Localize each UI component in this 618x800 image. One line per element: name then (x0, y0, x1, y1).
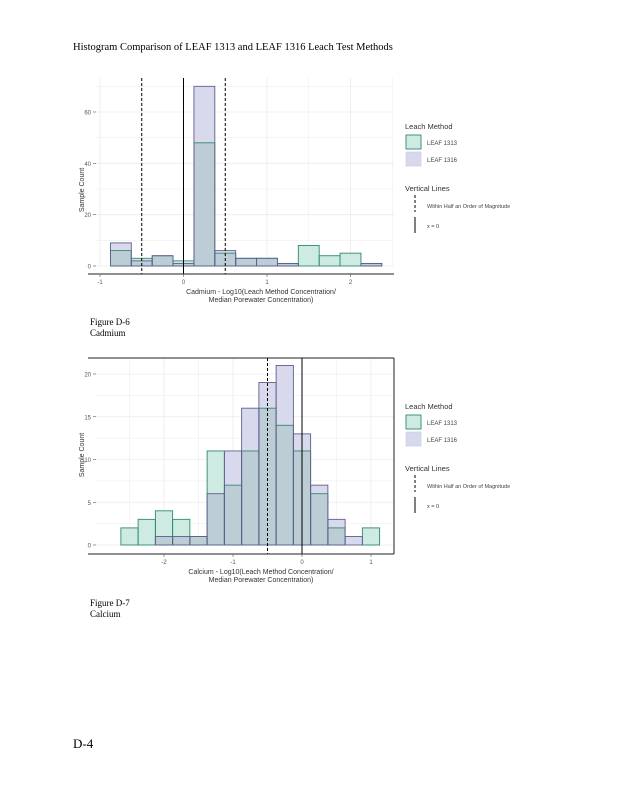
legend-swatch-leaf1313 (405, 134, 422, 150)
figure-subject: Calcium (90, 609, 121, 619)
y-tick-label: 40 (84, 162, 91, 168)
x-tick-label: 2 (349, 280, 353, 286)
bar-overlap (258, 408, 277, 545)
x-axis-title: Calcium - Log10(Leach Method Concentrati… (188, 569, 333, 576)
legend-swatch-leaf1313 (405, 414, 422, 430)
bar-outline-leaf1316 (344, 536, 363, 546)
legend-label-x-zero: x = 0 (427, 224, 439, 230)
y-axis-title: Sample Count (79, 168, 86, 212)
legend-label-leaf1316: LEAF 1316 (427, 158, 458, 164)
page-number: D-4 (73, 736, 94, 751)
bar-overlap (360, 263, 382, 266)
x-tick-label: 0 (300, 560, 304, 566)
bar-leaf1316 (310, 485, 328, 494)
bar-overlap (193, 142, 215, 266)
figure-caption-d6: Figure D-6 Cadmium (90, 317, 130, 339)
figure-subject: Cadmium (90, 328, 126, 338)
document-title: Histogram Comparison of LEAF 1313 and LE… (73, 42, 393, 53)
legend-swatch-leaf1316 (405, 431, 422, 447)
calcium-histogram: 0 5 10 15 20 -2 -1 0 1 Calcium - Log10(Leach Meth… (79, 357, 510, 584)
bar-leaf1313 (207, 450, 225, 494)
bar-leaf1313 (319, 255, 341, 266)
x-axis-title-line2: Median Porewater Concentration) (209, 577, 314, 584)
y-tick-label: 0 (88, 265, 92, 271)
legend-title-leach-method: Leach Method (405, 402, 453, 411)
bar-overlap (276, 425, 294, 545)
bar-outline-leaf1316 (310, 484, 329, 546)
bar-overlap (241, 450, 259, 545)
bar-leaf1313 (298, 245, 320, 266)
bar-leaf1313 (172, 519, 190, 537)
bar-leaf1313 (340, 253, 361, 266)
bar-overlap (189, 536, 208, 545)
legend-label-half-order: Within Half an Order of Magnitude (427, 204, 510, 210)
bar-outline-leaf1316 (151, 255, 174, 267)
y-tick-label: 0 (88, 544, 92, 550)
bar-outline-leaf1316 (193, 85, 216, 267)
bar-overlap (172, 536, 190, 545)
x-tick-label: -1 (230, 560, 236, 566)
bar-outline-leaf1316 (327, 518, 346, 546)
legend-title-vertical-lines: Vertical Lines (405, 184, 450, 193)
legend-label-leaf1313: LEAF 1313 (427, 421, 458, 427)
legend-label-leaf1316: LEAF 1316 (427, 438, 458, 444)
bar-leaf1316 (241, 408, 259, 451)
figure-caption-d7: Figure D-7 Calcium (90, 598, 130, 620)
y-tick-label: 60 (84, 111, 91, 117)
legend-label-x-zero: x = 0 (427, 504, 439, 510)
bar-overlap (207, 493, 225, 545)
legend-title-leach-method: Leach Method (405, 122, 453, 131)
bar-leaf1316 (276, 365, 294, 426)
x-tick-label: -1 (97, 280, 103, 286)
y-tick-label: 15 (84, 415, 91, 421)
bar-outline-leaf1316 (109, 242, 132, 267)
bar-outline-leaf1316 (360, 262, 383, 267)
bar-overlap (310, 493, 328, 545)
legend-title-vertical-lines: Vertical Lines (405, 464, 450, 473)
bar-overlap (235, 258, 257, 266)
bar-outline-leaf1316 (276, 262, 299, 267)
bar-leaf1316 (214, 250, 236, 254)
bar-overlap (277, 263, 299, 266)
bar-overlap (224, 485, 242, 545)
x-tick-label: 1 (369, 560, 373, 566)
bar-leaf1316 (327, 519, 346, 528)
bar-leaf1316 (345, 536, 363, 545)
legend-label-leaf1313: LEAF 1313 (427, 141, 458, 147)
bar-leaf1313 (120, 527, 139, 545)
bar-overlap (256, 258, 278, 266)
bar-leaf1313 (138, 519, 156, 545)
x-tick-label: 0 (182, 280, 186, 286)
figure-number: Figure D-7 (90, 598, 130, 608)
y-tick-label: 5 (88, 501, 92, 507)
chart-legend: Leach Method LEAF 1313 LEAF 1316 Vertical L… (405, 402, 510, 513)
x-tick-label: 1 (265, 280, 269, 286)
legend-swatch-leaf1316 (405, 151, 422, 167)
y-tick-label: 10 (84, 458, 91, 464)
x-tick-label: -2 (161, 560, 167, 566)
bar-leaf1316 (224, 450, 242, 486)
legend-label-half-order: Within Half an Order of Magnitude (427, 484, 510, 490)
cadmium-histogram: 0 20 40 60 -1 0 1 2 Cadmium - Log10(Leach Method… (79, 78, 510, 304)
y-axis-title: Sample Count (79, 433, 86, 477)
bar-outline-leaf1316 (256, 257, 278, 267)
bar-leaf1313 (155, 510, 173, 537)
bar-overlap (152, 255, 174, 266)
bar-leaf1316 (193, 86, 215, 143)
bar-leaf1316 (110, 242, 132, 251)
chart-legend: Leach Method LEAF 1313 LEAF 1316 Vertical L… (405, 122, 510, 233)
x-axis-title-line2: Median Porewater Concentration) (209, 297, 314, 304)
y-tick-label: 20 (84, 213, 91, 219)
bar-leaf1313 (362, 527, 380, 545)
bar-overlap (155, 536, 173, 545)
bar-overlap (110, 250, 132, 266)
figure-number: Figure D-6 (90, 317, 130, 327)
x-axis-title: Cadmium - Log10(Leach Method Concentrati… (186, 289, 336, 296)
bar-outline-leaf1313 (339, 252, 362, 267)
bar-overlap (327, 527, 346, 545)
y-tick-label: 20 (84, 373, 91, 379)
